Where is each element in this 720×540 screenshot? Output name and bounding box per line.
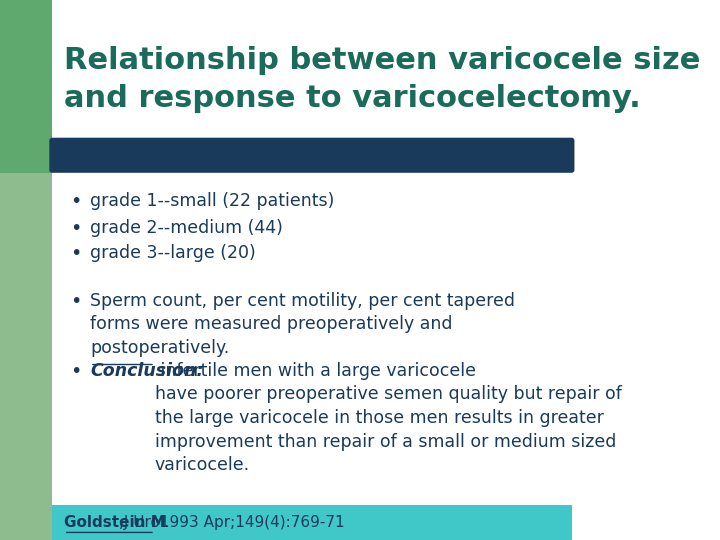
Text: grade 1--small (22 patients): grade 1--small (22 patients): [90, 192, 334, 210]
Text: •: •: [70, 244, 81, 263]
FancyBboxPatch shape: [53, 505, 572, 540]
Text: 1993 Apr;149(4):769-71: 1993 Apr;149(4):769-71: [155, 515, 345, 530]
Text: Relationship between varicocele size: Relationship between varicocele size: [64, 46, 701, 75]
Text: •: •: [70, 192, 81, 211]
FancyBboxPatch shape: [0, 0, 53, 173]
Text: •: •: [70, 362, 81, 381]
Text: Sperm count, per cent motility, per cent tapered
forms were measured preoperativ: Sperm count, per cent motility, per cent…: [90, 292, 515, 357]
Text: •: •: [70, 219, 81, 238]
Text: and response to varicocelectomy.: and response to varicocelectomy.: [64, 84, 641, 113]
Text: ,J Urol.: ,J Urol.: [119, 515, 169, 530]
Text: grade 2--medium (44): grade 2--medium (44): [90, 219, 283, 237]
Text: grade 3--large (20): grade 3--large (20): [90, 244, 256, 262]
FancyBboxPatch shape: [50, 138, 575, 173]
Text: Conclusion:: Conclusion:: [90, 362, 204, 380]
Text: infertile men with a large varicocele
have poorer preoperative semen quality but: infertile men with a large varicocele ha…: [155, 362, 622, 474]
Text: •: •: [70, 292, 81, 310]
Text: Goldstein M: Goldstein M: [64, 515, 166, 530]
FancyBboxPatch shape: [0, 0, 53, 540]
